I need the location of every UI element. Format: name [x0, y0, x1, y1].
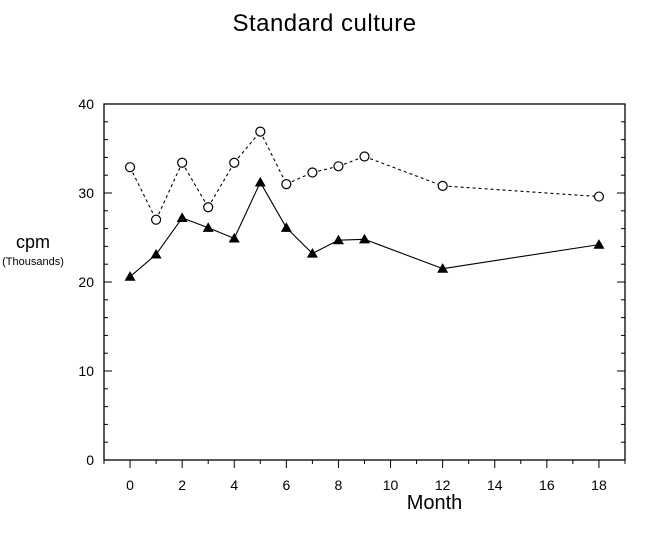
x-tick-label: 18: [591, 477, 607, 493]
y-tick-label: 20: [78, 274, 94, 290]
x-tick-label: 16: [539, 477, 555, 493]
x-tick-label: 4: [230, 477, 238, 493]
y-tick-label: 0: [86, 452, 94, 468]
series-2-point: [176, 212, 188, 223]
series-1-point: [255, 126, 266, 137]
x-tick-label: 10: [383, 477, 399, 493]
series-2-point: [437, 263, 449, 273]
series-1-segment: [442, 185, 599, 198]
series-2-point: [359, 233, 370, 244]
series-2: [124, 176, 605, 281]
series-2-point: [280, 222, 292, 232]
series-1-segment: [286, 172, 313, 185]
series-1-segment: [181, 162, 209, 208]
series-2-point: [593, 239, 605, 249]
x-tick-label: 12: [435, 477, 451, 493]
series-2-segment: [181, 217, 209, 229]
x-tick-label: 6: [282, 477, 290, 493]
series-1-segment: [364, 155, 443, 187]
series-1-point: [177, 157, 188, 168]
series-2-segment: [338, 238, 365, 241]
series-2-point: [124, 271, 136, 281]
series-1-segment: [129, 166, 157, 220]
chart-title: Standard culture: [232, 10, 417, 37]
series-1-point: [333, 161, 344, 172]
series-1: [124, 126, 605, 225]
series-2-point: [332, 234, 344, 245]
series-2-point: [202, 222, 214, 232]
series-2-point: [150, 248, 162, 259]
x-axis-label: Month: [406, 492, 463, 514]
series-1-point: [124, 162, 136, 173]
series-2-segment: [207, 227, 235, 239]
series-1-point: [203, 202, 214, 213]
series-2-segment: [233, 182, 261, 239]
series-1-point: [307, 167, 318, 178]
plot-axes: 0 10 20 30 40 0 2 4 6 8 10 12 14 16 18: [78, 96, 626, 493]
series-2-segment: [285, 227, 313, 254]
y-tick-label: 10: [78, 363, 94, 379]
y-axis-unit-label: (Thousands): [2, 256, 64, 268]
series-2-point: [254, 176, 266, 187]
x-tick-label: 8: [335, 477, 343, 493]
series-layer: [124, 126, 605, 281]
series-1-point: [229, 157, 240, 168]
series-1-segment: [207, 162, 235, 208]
series-1-point: [281, 179, 292, 190]
series-2-segment: [364, 238, 443, 270]
series-1-segment: [233, 131, 261, 164]
x-tick-label: 2: [178, 477, 186, 493]
series-1-point: [151, 214, 162, 225]
y-tick-label: 30: [78, 185, 94, 201]
series-1-segment: [312, 165, 339, 174]
series-2-segment: [155, 217, 183, 255]
x-tick-label: 14: [487, 477, 503, 493]
series-1-segment: [155, 162, 183, 220]
series-1-point: [437, 180, 448, 191]
y-tick-label: 40: [78, 96, 94, 112]
series-1-point: [593, 191, 605, 202]
y-axis-label: cpm: [15, 232, 50, 252]
x-tick-label: 0: [126, 477, 134, 493]
series-2-segment: [259, 182, 287, 228]
series-2-point: [306, 248, 318, 258]
series-2-segment: [442, 244, 600, 270]
series-1-point: [359, 151, 370, 162]
series-1-segment: [338, 155, 365, 167]
series-1-segment: [259, 131, 287, 185]
series-2-point: [228, 232, 240, 243]
